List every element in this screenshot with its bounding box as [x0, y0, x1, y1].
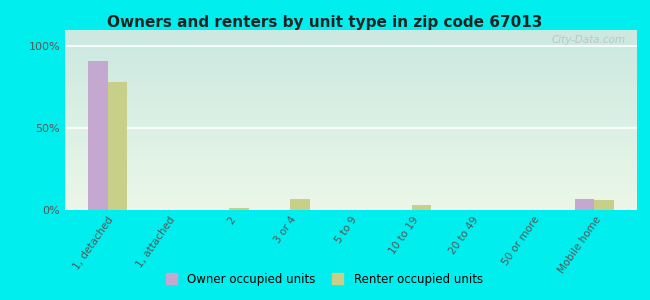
Bar	[594, 200, 614, 210]
Text: Owners and renters by unit type in zip code 67013: Owners and renters by unit type in zip c…	[107, 15, 543, 30]
Bar	[290, 199, 309, 210]
Bar	[229, 208, 249, 210]
Bar	[149, 209, 168, 210]
Bar	[351, 209, 370, 210]
Text: City-Data.com: City-Data.com	[551, 35, 625, 45]
Bar	[108, 82, 127, 210]
Bar	[332, 209, 351, 210]
Bar	[88, 61, 108, 210]
Legend: Owner occupied units, Renter occupied units: Owner occupied units, Renter occupied un…	[162, 269, 488, 291]
Bar	[412, 205, 432, 210]
Bar	[575, 199, 594, 210]
Bar	[168, 209, 188, 210]
